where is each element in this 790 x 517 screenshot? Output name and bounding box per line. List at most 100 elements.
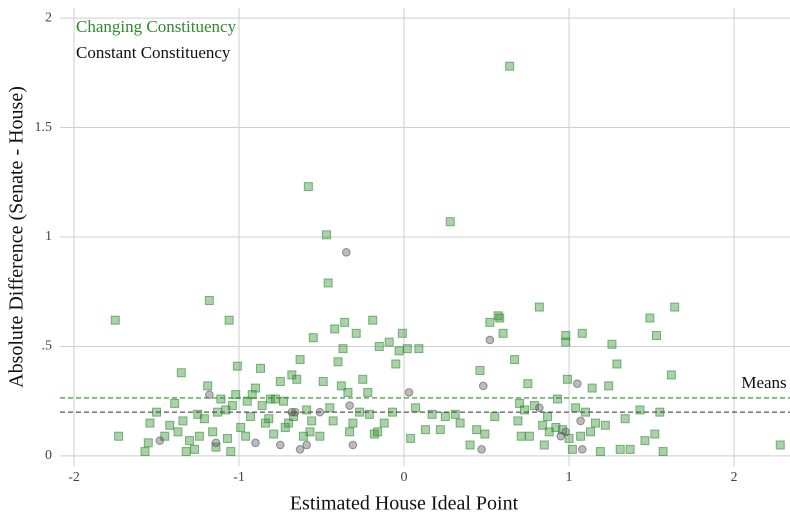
x-tick-label: -2 <box>68 470 80 485</box>
point <box>345 401 354 410</box>
point <box>255 363 265 373</box>
point <box>330 324 340 334</box>
point <box>340 317 350 327</box>
point <box>561 337 571 347</box>
y-axis-title: Absolute Difference (Senate - House) <box>6 86 28 388</box>
point <box>236 422 246 432</box>
point <box>493 311 503 321</box>
point <box>284 418 294 428</box>
point <box>204 295 214 305</box>
point <box>279 396 289 406</box>
point <box>292 374 302 384</box>
point <box>635 405 645 415</box>
point <box>576 416 585 426</box>
point <box>600 420 610 430</box>
point <box>336 381 346 391</box>
point <box>227 401 237 411</box>
point <box>513 416 523 426</box>
point <box>587 383 597 393</box>
point <box>305 427 315 437</box>
point <box>321 230 331 240</box>
point <box>510 355 520 365</box>
point <box>607 339 617 349</box>
point <box>160 431 170 441</box>
x-tick-label: -1 <box>233 470 245 485</box>
point <box>477 445 486 454</box>
point <box>224 315 234 325</box>
point <box>358 374 368 384</box>
point <box>275 440 285 450</box>
point <box>455 418 465 428</box>
point <box>652 331 662 341</box>
point <box>323 278 333 288</box>
point <box>216 394 226 404</box>
point <box>145 418 155 428</box>
point <box>364 409 374 419</box>
point <box>485 335 495 345</box>
point <box>595 447 605 457</box>
y-tick-label: 2 <box>45 10 52 25</box>
point <box>658 447 668 457</box>
point <box>343 387 353 397</box>
point <box>351 328 361 338</box>
point <box>374 341 384 351</box>
point <box>645 313 655 323</box>
point <box>535 403 544 413</box>
point <box>520 405 530 415</box>
point <box>211 442 221 452</box>
point <box>155 436 165 445</box>
point <box>110 315 120 325</box>
point <box>562 374 572 384</box>
point <box>307 416 317 426</box>
point <box>275 376 285 386</box>
point <box>295 355 305 365</box>
point <box>140 447 150 457</box>
point <box>295 445 305 454</box>
point <box>478 381 488 391</box>
x-tick-label: 1 <box>566 470 573 485</box>
point <box>516 431 526 441</box>
point <box>440 412 450 422</box>
y-tick-label: .5 <box>42 339 53 354</box>
point <box>604 381 614 391</box>
point <box>435 425 445 435</box>
legend-label: Constant Constituency <box>76 43 231 62</box>
point <box>242 396 252 406</box>
point <box>576 431 586 441</box>
point <box>490 412 500 422</box>
point <box>391 359 401 369</box>
point <box>308 333 318 343</box>
point <box>379 418 389 428</box>
point <box>480 429 490 439</box>
x-axis-title: Estimated House Ideal Point <box>290 493 519 515</box>
point <box>615 444 625 454</box>
point <box>265 394 275 404</box>
point <box>269 429 279 439</box>
point <box>650 429 660 439</box>
point <box>573 379 582 388</box>
point <box>114 431 124 441</box>
point <box>246 412 256 422</box>
point <box>348 418 358 428</box>
point <box>485 317 495 327</box>
point <box>472 425 482 435</box>
point <box>414 344 424 354</box>
point <box>406 433 416 443</box>
point <box>165 420 175 430</box>
y-tick-label: 1 <box>45 229 52 244</box>
point <box>257 401 267 411</box>
point <box>561 331 571 341</box>
x-tick-label: 2 <box>731 470 738 485</box>
point <box>450 409 460 419</box>
point <box>199 414 209 424</box>
point <box>194 431 204 441</box>
point <box>427 409 437 419</box>
point <box>247 390 257 400</box>
point <box>345 427 355 437</box>
point <box>498 328 508 338</box>
point <box>529 401 539 411</box>
point <box>231 390 241 400</box>
point <box>515 398 525 408</box>
point <box>143 438 153 448</box>
point <box>302 440 311 450</box>
